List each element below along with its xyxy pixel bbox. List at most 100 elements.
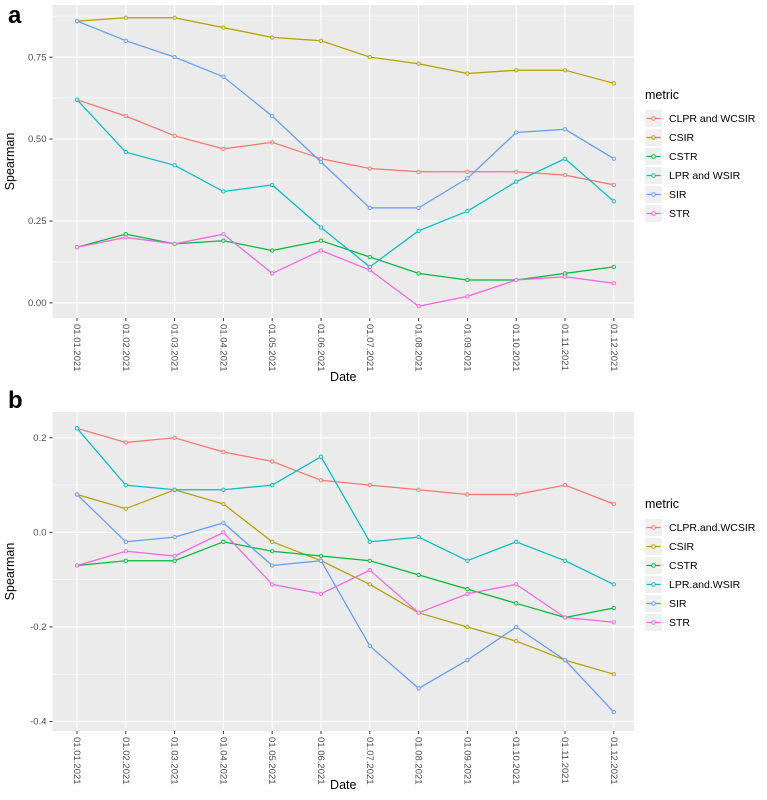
- data-point: [221, 501, 226, 507]
- data-point: [611, 199, 616, 204]
- data-point: [221, 238, 226, 243]
- legend-title: metric: [645, 497, 680, 511]
- data-point: [123, 150, 128, 155]
- data-point: [123, 506, 128, 511]
- legend-label: LPR and WSIR: [669, 169, 741, 182]
- data-point: [416, 205, 421, 211]
- y-axis-title: Spearman: [3, 133, 17, 191]
- panel-a-letter: a: [8, 2, 22, 29]
- legend-label: SIR: [669, 597, 687, 610]
- data-point: [270, 582, 275, 587]
- legend-key-swatch: [645, 167, 662, 184]
- data-point: [123, 235, 128, 240]
- y-axis-title: Spearman: [3, 543, 17, 601]
- legend-label: STR: [669, 207, 690, 220]
- series-line-lpr-and-wsir: [76, 99, 615, 268]
- y-tick-label: -0.4: [30, 717, 46, 728]
- series-line-clpr-and-wcsir: [76, 99, 614, 186]
- data-point: [514, 638, 519, 644]
- data-point: [172, 133, 177, 138]
- x-tick-label: 01.08.2021: [413, 737, 424, 785]
- x-tick-label: 01.12.2021: [608, 737, 619, 785]
- data-point: [367, 539, 372, 544]
- data-point: [416, 304, 421, 309]
- legend-item-csir: CSIR: [645, 537, 765, 556]
- x-tick-label: 01.05.2021: [266, 324, 277, 372]
- legend-key-swatch: [645, 557, 662, 574]
- data-point: [318, 558, 324, 563]
- legend-items: CLPR and WCSIR CSIR CSTR LPR and WSIR SIR STR: [645, 109, 765, 223]
- data-point: [416, 534, 421, 540]
- x-tick-label: 01.06.2021: [315, 737, 326, 785]
- panel-b-chart: 0.2 0.0 -0.2 -0.4 01.01.2021 01.02.2021 01.03.…: [3, 412, 634, 792]
- data-point: [611, 709, 616, 715]
- panel-b-letter: b: [8, 387, 23, 414]
- data-point: [172, 487, 177, 492]
- series-line-csir: [76, 17, 614, 84]
- data-point: [514, 582, 519, 587]
- series-line-cstr: [76, 541, 614, 619]
- legend-label: CSIR: [669, 540, 695, 553]
- legend-item-cstr: CSTR: [645, 556, 765, 575]
- x-tick-label: 01.04.2021: [217, 324, 228, 372]
- data-point: [562, 274, 568, 279]
- panel-a-chart: 0.00 0.25 0.50 0.75 01.01.2021 01.02.2021 01.0…: [3, 5, 634, 384]
- data-point: [123, 558, 128, 563]
- x-tick-label: 01.02.2021: [120, 737, 131, 785]
- series-line-str: [76, 233, 614, 307]
- legend-key-glyph: [646, 582, 661, 587]
- data-point: [172, 54, 177, 60]
- y-tick-label: 0.2: [33, 433, 46, 444]
- data-point: [465, 492, 470, 497]
- data-point: [514, 624, 519, 630]
- data-point: [221, 146, 226, 152]
- legend-item-lpr-and-wsir: LPR.and.WSIR: [645, 575, 765, 594]
- x-axis-title: Date: [330, 778, 356, 792]
- data-point: [514, 539, 519, 544]
- legend-key-swatch: [645, 148, 662, 165]
- data-point: [465, 657, 470, 663]
- data-point: [611, 605, 616, 611]
- data-point: [611, 182, 616, 188]
- data-point: [562, 68, 568, 73]
- data-point: [416, 169, 421, 174]
- legend-key-swatch: [645, 576, 662, 593]
- legend-key-swatch: [645, 519, 662, 536]
- data-point: [611, 281, 616, 286]
- data-point: [514, 277, 519, 283]
- data-point: [367, 568, 372, 573]
- legend-key-glyph: [646, 563, 661, 568]
- x-tick-label: 01.02.2021: [120, 324, 131, 372]
- data-point: [318, 553, 324, 559]
- data-point: [367, 166, 372, 171]
- data-point: [270, 182, 275, 188]
- data-point: [123, 549, 128, 554]
- data-point: [270, 482, 275, 488]
- legend-label: CLPR.and.WCSIR: [669, 521, 756, 534]
- data-point: [270, 113, 275, 119]
- data-point: [416, 271, 421, 276]
- data-point: [270, 549, 275, 554]
- data-point: [611, 501, 616, 507]
- data-point: [465, 169, 470, 174]
- x-tick-label: 01.01.2021: [71, 737, 82, 785]
- data-point: [172, 553, 177, 559]
- x-tick-label: 01.12.2021: [608, 324, 619, 372]
- data-point: [221, 74, 226, 79]
- data-point: [172, 534, 177, 540]
- legend-key-swatch: [645, 186, 662, 203]
- data-point: [514, 68, 519, 73]
- legend-items: CLPR.and.WCSIR CSIR CSTR LPR.and.WSIR SIR STR: [645, 518, 765, 632]
- data-point: [562, 558, 568, 563]
- series-line-sir: [76, 20, 615, 209]
- x-tick-label: 01.04.2021: [217, 737, 228, 785]
- x-tick-label: 01.08.2021: [413, 324, 424, 372]
- panel-b-legend: metric CLPR.and.WCSIR CSIR CSTR LPR.and.WSI…: [645, 497, 765, 632]
- data-point: [465, 209, 470, 214]
- data-point: [562, 156, 568, 161]
- x-tick-label: 01.10.2021: [510, 737, 521, 785]
- data-point: [221, 539, 226, 544]
- data-point: [221, 449, 226, 455]
- data-point: [367, 582, 372, 587]
